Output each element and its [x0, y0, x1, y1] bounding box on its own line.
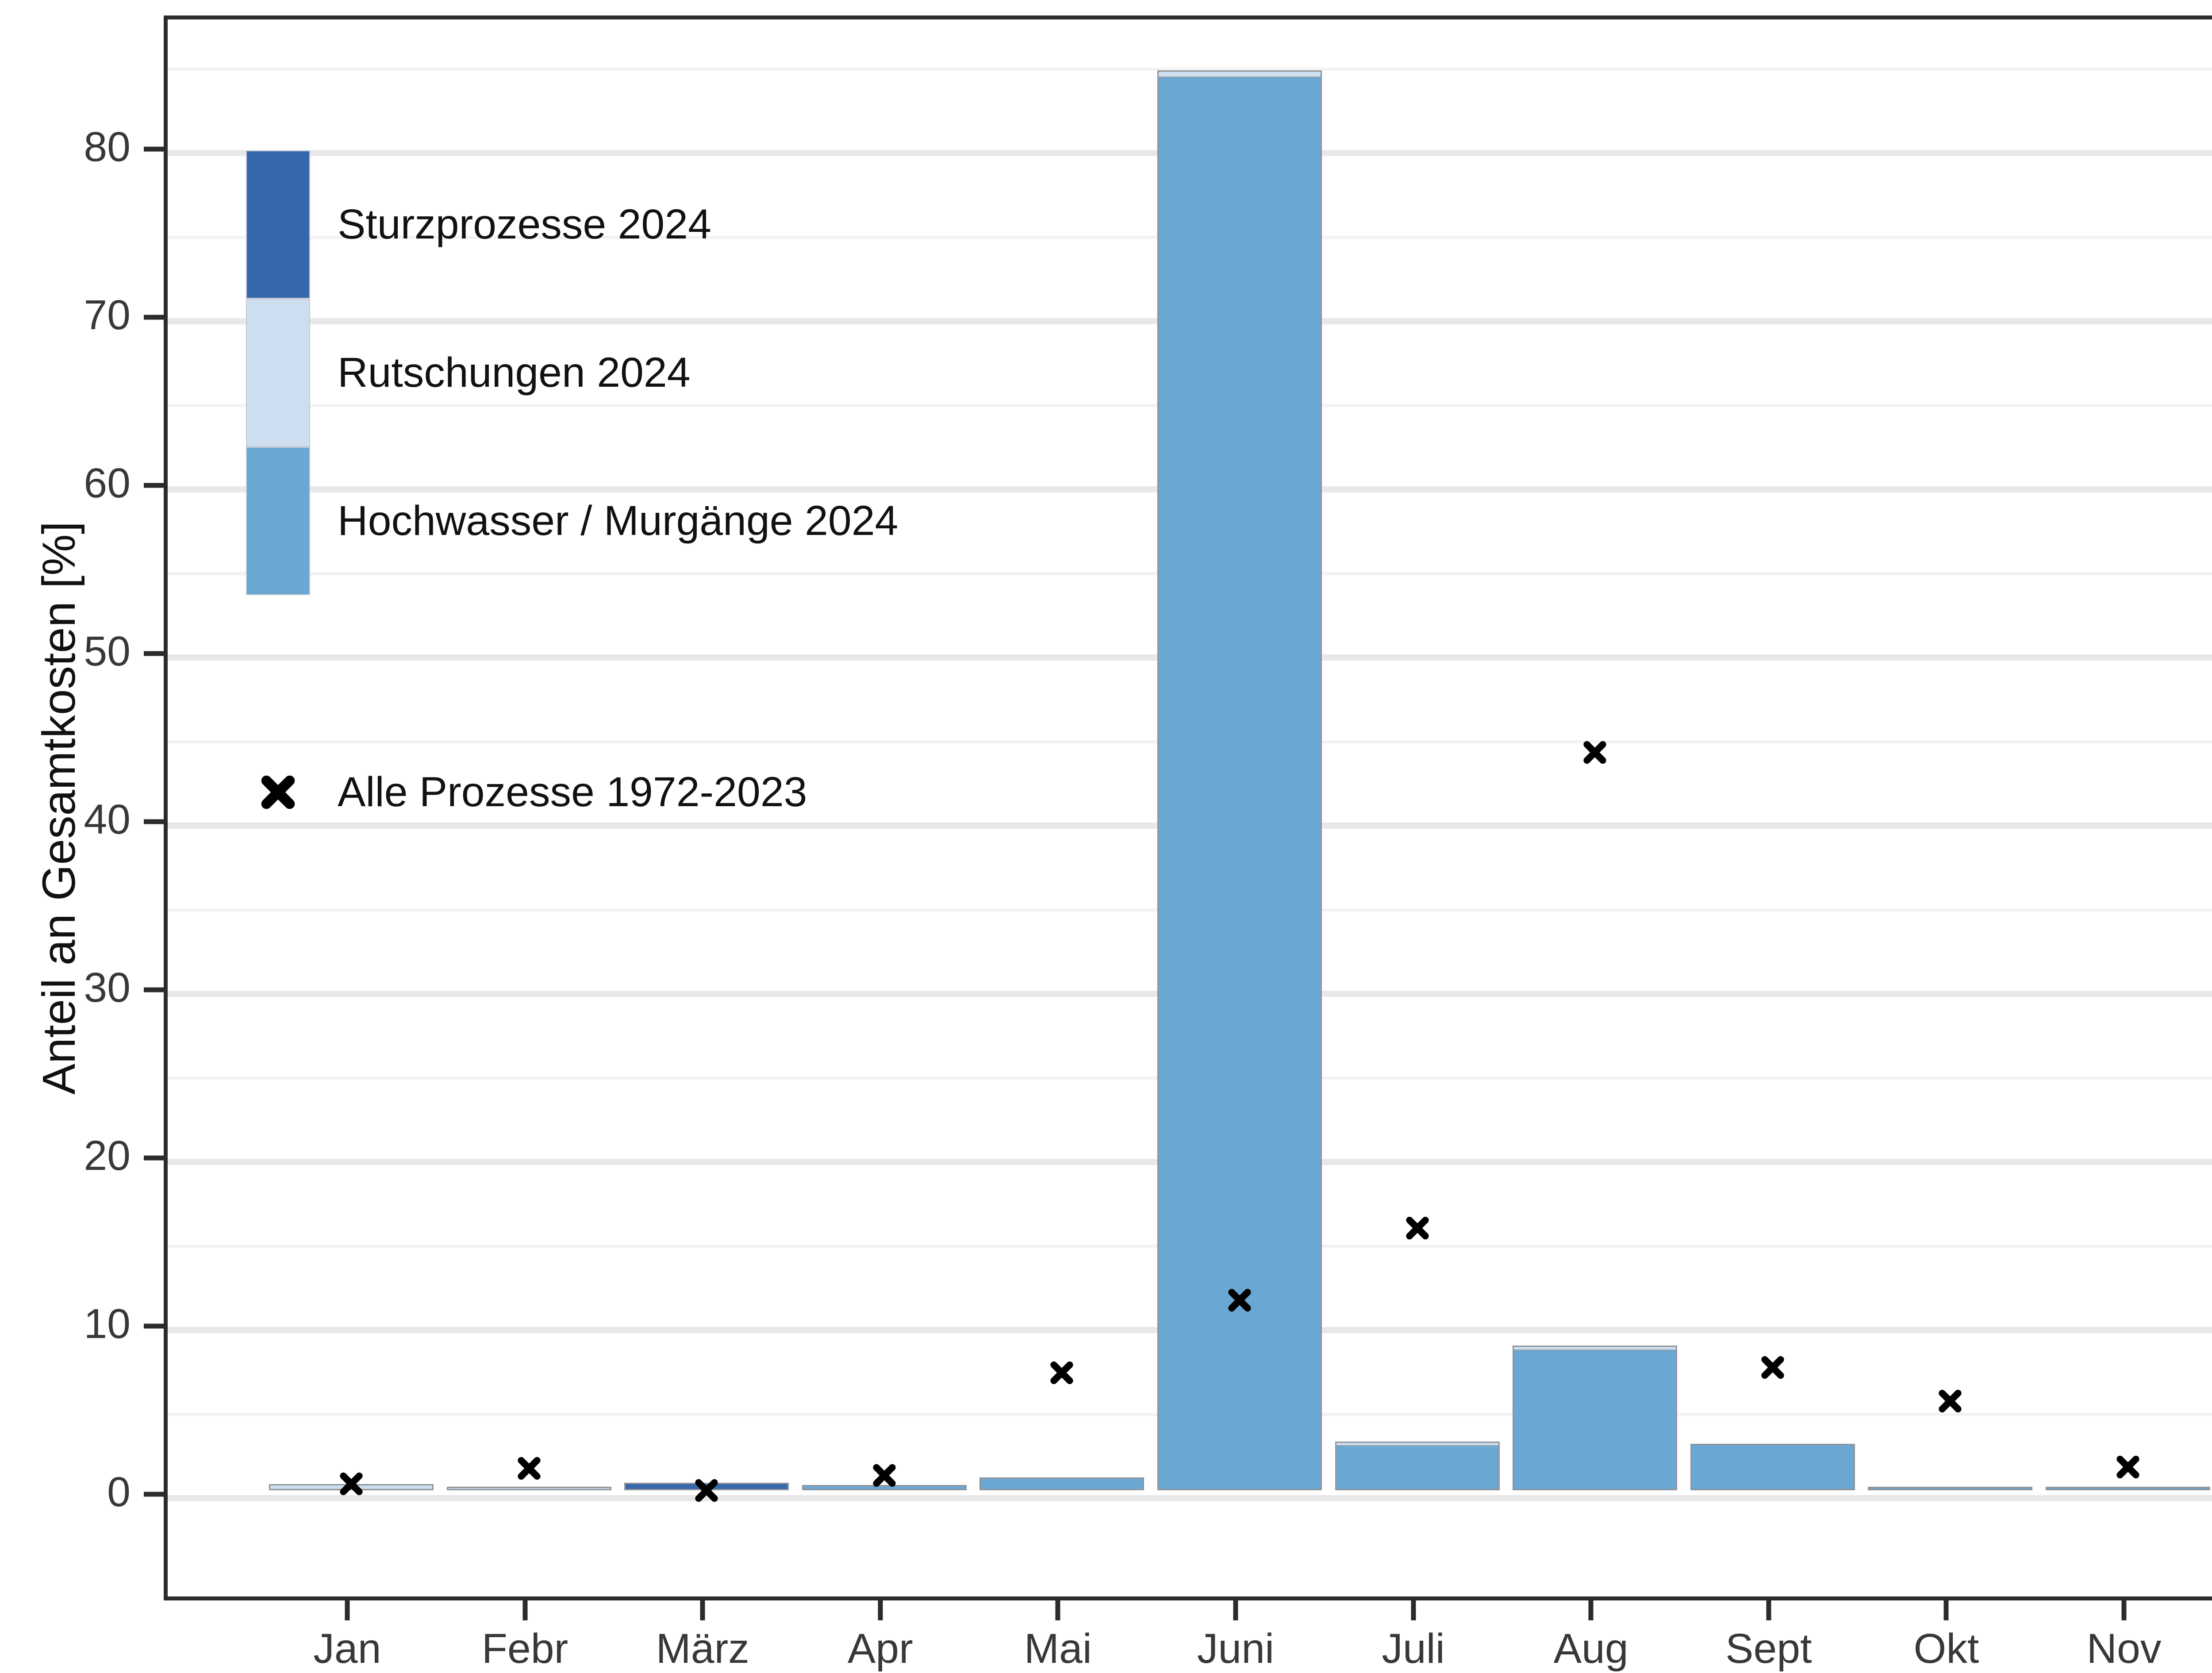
- bar-Okt: [1868, 1487, 2033, 1490]
- bar-segment: [1514, 1350, 1676, 1489]
- x-axis-tick: [1943, 1600, 1949, 1620]
- x-axis-tick: [1055, 1600, 1060, 1620]
- x-axis-tick-label: Sept: [1725, 1625, 1812, 1672]
- y-axis-tick: [144, 1323, 164, 1329]
- minor-gridline: [168, 68, 2212, 71]
- x-axis-tick: [522, 1600, 528, 1620]
- bar-segment: [1514, 1346, 1676, 1350]
- bar-Febr: [446, 1487, 611, 1490]
- y-axis-tick-label: 30: [84, 964, 131, 1011]
- x-axis-tick: [2121, 1600, 2127, 1620]
- x-axis-tick-label: Febr: [481, 1625, 568, 1672]
- bar-segment: [803, 1486, 965, 1489]
- legend-swatch-hochwasser: [246, 447, 310, 595]
- x-axis-tick-label: Apr: [847, 1625, 913, 1672]
- y-axis-tick: [144, 315, 164, 320]
- x-axis-tick: [1411, 1600, 1416, 1620]
- y-axis-tick: [144, 1492, 164, 1497]
- y-axis-tick: [144, 146, 164, 152]
- x-axis-tick: [878, 1600, 883, 1620]
- y-axis-tick-label: 40: [84, 796, 131, 843]
- x-marker: [1225, 1286, 1254, 1317]
- x-axis-tick-label: Mai: [1024, 1625, 1092, 1672]
- x-marker: [2114, 1453, 2142, 1483]
- x-axis-tick: [700, 1600, 705, 1620]
- bar-segment: [448, 1488, 610, 1489]
- bar-Aug: [1513, 1345, 1678, 1490]
- legend-label: Rutschungen 2024: [338, 349, 691, 396]
- x-axis-tick-label: Juni: [1197, 1625, 1275, 1672]
- legend-swatch-sturzprozesse: [246, 150, 310, 299]
- x-axis-tick-label: Jan: [313, 1625, 381, 1672]
- x-axis-tick-label: März: [656, 1625, 749, 1672]
- bar-segment: [1691, 1445, 1854, 1489]
- y-axis-tick-label: 50: [84, 628, 131, 675]
- x-axis-tick: [1233, 1600, 1238, 1620]
- bar-segment: [981, 1479, 1143, 1489]
- y-axis-tick-label: 10: [84, 1300, 131, 1348]
- legend-item-alle-prozesse: Alle Prozesse 1972-2023: [246, 735, 807, 850]
- bar-segment: [1159, 77, 1321, 1489]
- bar-segment: [1159, 71, 1321, 77]
- y-axis-tick: [144, 819, 164, 824]
- bar-segment: [1336, 1446, 1498, 1489]
- x-axis-tick-label: Nov: [2086, 1625, 2162, 1672]
- plot-panel: [164, 15, 2212, 1600]
- x-marker: [1048, 1358, 1076, 1389]
- x-marker: [1759, 1354, 1787, 1384]
- x-marker: [1936, 1387, 1964, 1418]
- y-axis-tick: [144, 651, 164, 656]
- x-axis-tick-label: Okt: [1913, 1625, 1979, 1672]
- bar-segment: [1869, 1488, 2032, 1489]
- y-axis-tick: [144, 1155, 164, 1161]
- bar-Juli: [1335, 1441, 1500, 1490]
- x-axis-tick: [1588, 1600, 1594, 1620]
- x-axis-tick: [345, 1600, 350, 1620]
- x-axis-tick-label: Aug: [1553, 1625, 1628, 1672]
- x-axis-tick: [1766, 1600, 1771, 1620]
- y-axis-tick: [144, 987, 164, 992]
- bar-segment: [2047, 1488, 2209, 1489]
- bar-Juni: [1157, 70, 1322, 1490]
- y-axis-tick-label: 80: [84, 123, 131, 171]
- bar-Nov: [2046, 1487, 2210, 1490]
- x-marker: [515, 1454, 543, 1485]
- y-axis-tick-label: 20: [84, 1132, 131, 1180]
- bar-Sept: [1690, 1444, 1855, 1490]
- y-axis-tick: [144, 483, 164, 488]
- bar-segment: [1336, 1442, 1498, 1446]
- x-marker: [337, 1469, 365, 1500]
- x-marker-icon: [246, 769, 310, 815]
- legend-label: Sturzprozesse 2024: [338, 201, 711, 248]
- x-marker: [870, 1461, 899, 1492]
- bar-Apr: [802, 1485, 967, 1490]
- y-axis-tick-label: 60: [84, 460, 131, 507]
- legend-label: Hochwasser / Murgänge 2024: [338, 497, 899, 544]
- legend-item-hochwasser: Hochwasser / Murgänge 2024: [246, 447, 898, 595]
- legend-swatch-rutschungen: [246, 299, 310, 447]
- bar-Mai: [979, 1477, 1144, 1490]
- x-marker: [1581, 738, 1609, 769]
- x-marker: [692, 1476, 721, 1507]
- y-axis-tick-label: 70: [84, 292, 131, 339]
- major-gridline: [168, 1495, 2212, 1501]
- x-marker: [1403, 1214, 1432, 1245]
- legend-label: Alle Prozesse 1972-2023: [338, 768, 807, 815]
- x-axis-tick-label: Juli: [1382, 1625, 1445, 1672]
- legend-item-rutschungen: Rutschungen 2024: [246, 299, 691, 447]
- y-axis-tick-label: 0: [107, 1469, 131, 1516]
- legend-item-sturzprozesse: Sturzprozesse 2024: [246, 150, 711, 299]
